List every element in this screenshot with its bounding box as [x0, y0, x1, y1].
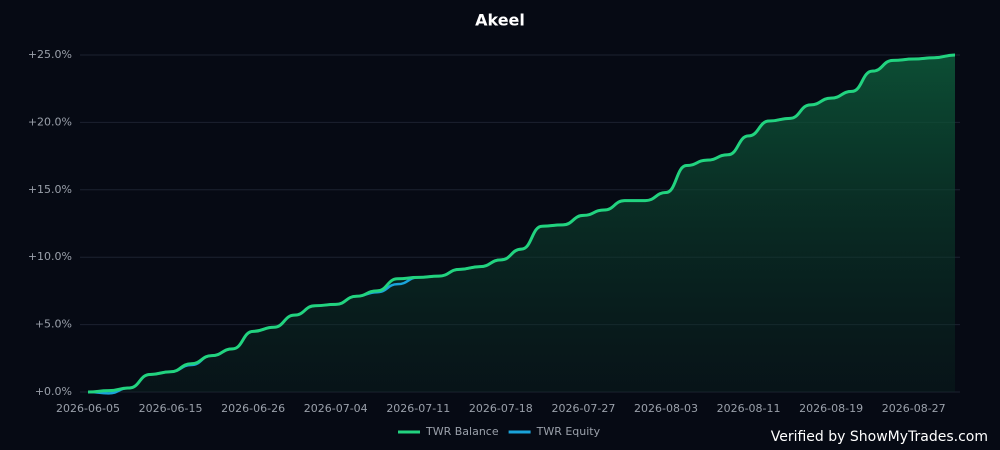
- y-tick-label: +15.0%: [28, 183, 72, 196]
- x-tick-label: 2026-07-27: [551, 402, 615, 415]
- x-tick-label: 2026-08-19: [799, 402, 863, 415]
- area-fill: [88, 55, 955, 392]
- x-tick-label: 2026-06-26: [221, 402, 285, 415]
- y-tick-label: +20.0%: [28, 115, 72, 128]
- x-tick-label: 2026-08-11: [717, 402, 781, 415]
- legend-label: TWR Equity: [536, 425, 601, 438]
- x-tick-label: 2026-08-27: [882, 402, 946, 415]
- y-tick-label: +5.0%: [35, 318, 72, 331]
- x-tick-label: 2026-08-03: [634, 402, 698, 415]
- x-tick-label: 2026-07-18: [469, 402, 533, 415]
- series-line: [87, 53, 956, 394]
- x-tick-label: 2026-06-05: [56, 402, 120, 415]
- watermark: Verified by ShowMyTrades.com: [771, 429, 988, 445]
- legend-label: TWR Balance: [425, 425, 499, 438]
- y-tick-label: +10.0%: [28, 250, 72, 263]
- y-tick-label: +0.0%: [35, 385, 72, 398]
- chart-title: Akeel: [475, 11, 525, 30]
- y-tick-label: +25.0%: [28, 48, 72, 61]
- x-tick-label: 2026-07-04: [304, 402, 368, 415]
- x-tick-label: 2026-07-11: [386, 402, 450, 415]
- x-tick-label: 2026-06-15: [139, 402, 203, 415]
